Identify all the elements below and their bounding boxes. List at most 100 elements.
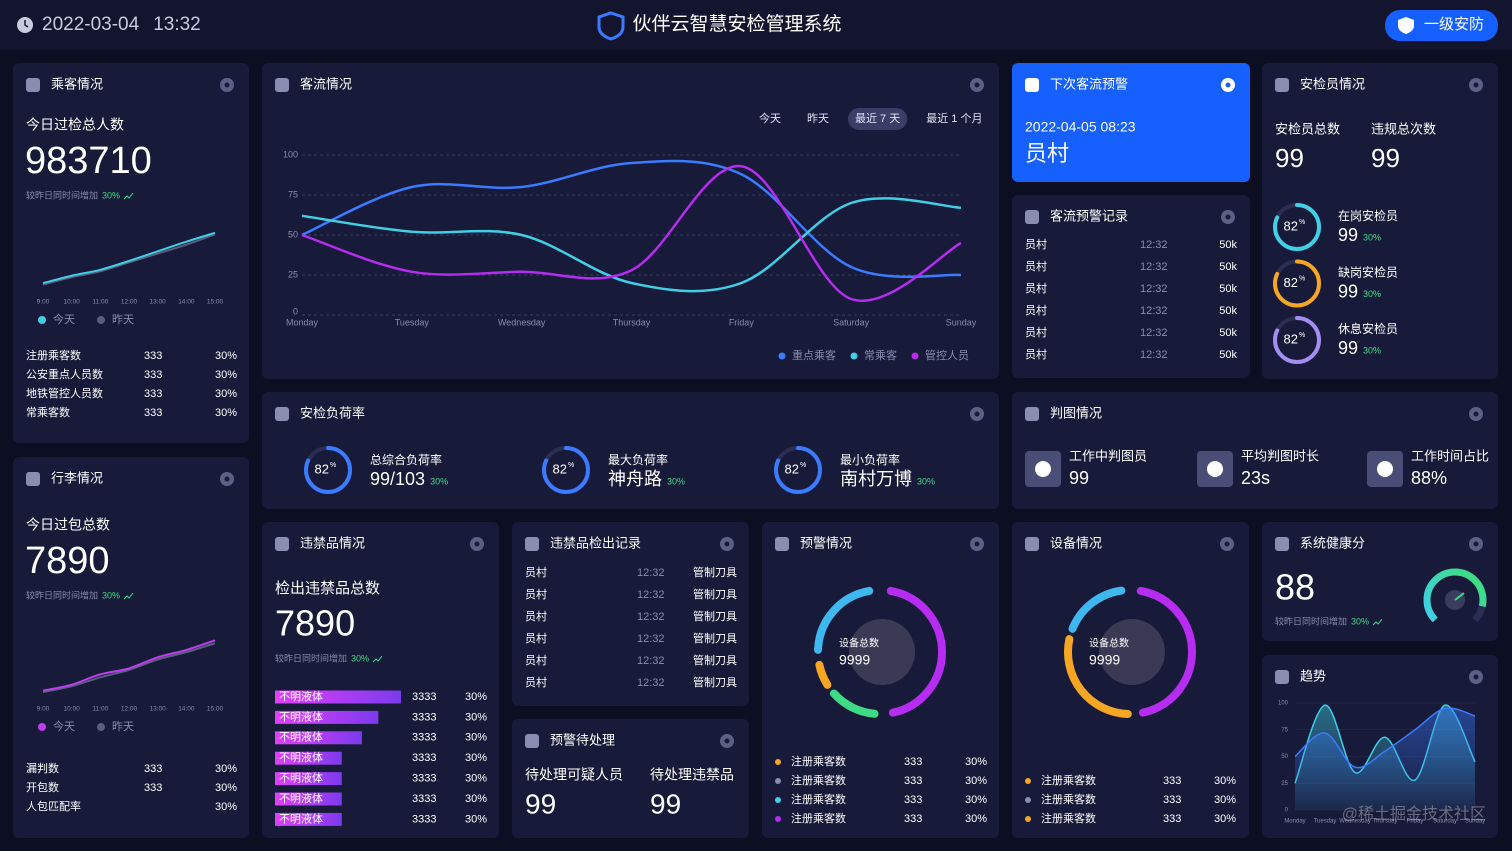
legend-dot <box>97 316 105 324</box>
row-pct: 30% <box>215 388 237 400</box>
line <box>1294 707 1476 769</box>
legend-label: 重点乘客 <box>792 348 836 362</box>
level-text: 一级安防 <box>1424 16 1484 33</box>
record-value: 50k <box>1219 305 1237 317</box>
y-tick-label: 100 <box>283 149 298 159</box>
donut-label: 设备总数 <box>839 637 879 650</box>
record-time: 12:32 <box>637 677 665 689</box>
line <box>42 233 216 286</box>
judge-label: 工作中判图员 <box>1069 448 1147 463</box>
row-pct: 30% <box>215 782 237 794</box>
item-pct: 30% <box>1363 232 1381 242</box>
panel-icon <box>1025 407 1039 421</box>
panel-title: 违禁品检出记录 <box>550 535 641 550</box>
summary-label: 今日过检总人数 <box>26 117 124 133</box>
x-tick-label: Tuesday <box>395 317 430 327</box>
bar <box>275 792 342 806</box>
panel-icon <box>1275 537 1289 551</box>
y-tick-label: 75 <box>288 189 298 199</box>
tab[interactable]: 昨天 <box>807 112 829 125</box>
record-time: 12:32 <box>637 655 665 667</box>
tab[interactable]: 今天 <box>759 111 781 125</box>
load-label: 最大负荷率 <box>608 452 668 467</box>
header-time: 13:32 <box>153 14 201 35</box>
panel-icon <box>275 78 289 92</box>
panel-icon <box>775 537 789 551</box>
legend-dot <box>1025 797 1031 803</box>
row-count: 333 <box>144 350 162 362</box>
judge-value: 23s <box>1241 468 1270 488</box>
alert-place: 员村 <box>1025 141 1069 166</box>
donut-segment <box>815 660 832 689</box>
x-tick-label: 11:00 <box>92 299 108 306</box>
legend-dot <box>1025 778 1031 784</box>
legend-label: 昨天 <box>112 720 134 733</box>
panel <box>1262 522 1498 641</box>
ring-value: 82 <box>1284 331 1298 346</box>
record-value: 50k <box>1219 327 1237 339</box>
stat-value: 99 <box>1275 143 1304 173</box>
load-value: 南村万博 <box>840 469 912 489</box>
settings-hole <box>1473 541 1479 547</box>
x-tick-label: Sunday <box>1465 819 1485 825</box>
bar-count: 3333 <box>412 691 436 703</box>
ring-arc <box>774 446 822 494</box>
bar-count: 3333 <box>412 813 436 825</box>
area <box>1295 707 1475 810</box>
record-time: 12:32 <box>637 567 665 579</box>
level-icon <box>1398 17 1414 34</box>
bar-label: 不明液体 <box>279 811 323 825</box>
settings-hole <box>1473 674 1479 680</box>
bar-label: 不明液体 <box>279 791 323 805</box>
donut-value: 9999 <box>839 652 870 668</box>
compare-text: 较昨日同时间增加 <box>26 189 98 200</box>
donut-segment <box>1068 586 1126 633</box>
record-time: 12:32 <box>1140 349 1168 361</box>
line <box>42 231 216 285</box>
x-tick-label: Wednesday <box>498 317 546 327</box>
level-button[interactable] <box>1385 10 1498 41</box>
row-pct: 30% <box>215 407 237 419</box>
panel-title: 设备情况 <box>1050 535 1102 550</box>
x-tick-label: 15:00 <box>207 299 224 306</box>
bar-pct: 30% <box>465 711 487 723</box>
x-tick-label: Thursday <box>613 317 651 327</box>
tab[interactable]: 最近 7 天 <box>855 112 900 125</box>
row-count: 333 <box>144 369 162 381</box>
summary-total: 7890 <box>25 540 110 582</box>
y-tick-label: 0 <box>1285 808 1289 814</box>
donut-center <box>849 619 915 685</box>
judge-value: 88% <box>1411 468 1447 488</box>
panel-title: 系统健康分 <box>1300 535 1365 550</box>
record-place: 员村 <box>1025 259 1047 273</box>
legend-dot <box>775 797 781 803</box>
alert-time: 2022-04-05 08:23 <box>1025 119 1136 135</box>
row-name: 注册乘客数 <box>791 754 846 768</box>
panel <box>1262 63 1498 379</box>
row-count: 333 <box>904 775 922 787</box>
bar-count: 3333 <box>412 732 436 744</box>
bar-label: 不明液体 <box>279 730 323 744</box>
row-count: 333 <box>144 407 162 419</box>
panel-title: 安检负荷率 <box>300 405 365 420</box>
header-date: 2022-03-04 <box>42 14 140 35</box>
record-value: 50k <box>1219 349 1237 361</box>
load-value: 99/103 <box>370 469 425 489</box>
settings-hole <box>224 82 230 88</box>
tab[interactable]: 最近 1 个月 <box>926 112 982 125</box>
tab-active <box>848 108 908 130</box>
judge-label: 工作时间占比 <box>1411 448 1489 463</box>
load-value: 神舟路 <box>608 469 662 489</box>
record-place: 员村 <box>525 631 547 645</box>
donut-segment <box>814 586 874 654</box>
judge-icon-glyph <box>1377 461 1393 477</box>
legend-dot <box>775 778 781 784</box>
ring-arc <box>304 446 352 494</box>
record-value: 管制刀具 <box>693 653 737 667</box>
panel <box>13 457 249 838</box>
item-label: 缺岗安检员 <box>1338 265 1398 280</box>
y-tick-label: 50 <box>1281 754 1288 760</box>
bar <box>275 812 342 826</box>
ring-arc <box>1273 316 1321 364</box>
settings-hole <box>224 476 230 482</box>
